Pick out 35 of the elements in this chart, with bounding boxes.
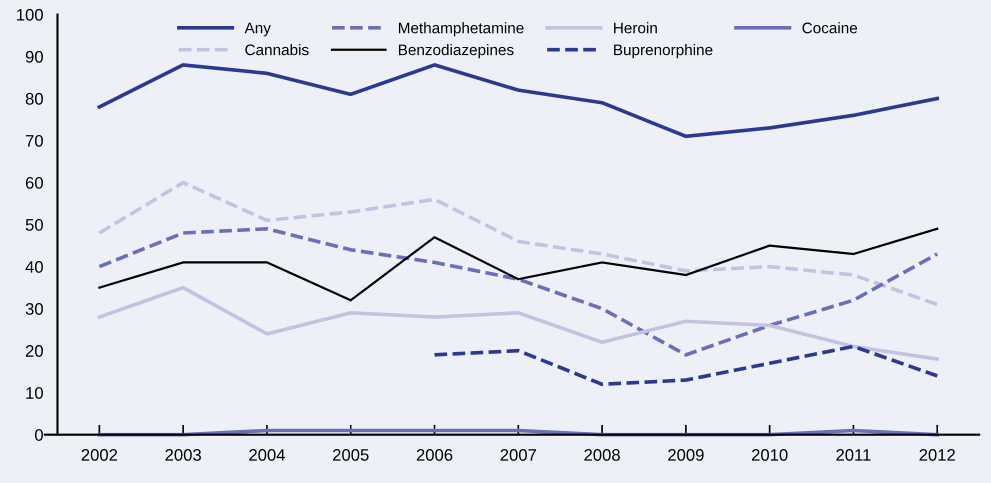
x-tick-label: 2010 bbox=[752, 449, 788, 461]
x-tick-label: 2006 bbox=[416, 449, 452, 461]
x-tick-label: 2009 bbox=[668, 449, 704, 461]
x-tick-label: 2003 bbox=[165, 449, 201, 461]
y-tick-label: 90 bbox=[26, 50, 43, 63]
legend-label: Any bbox=[244, 22, 271, 36]
y-tick-label: 20 bbox=[26, 345, 43, 357]
x-tick-label: 2012 bbox=[920, 449, 955, 461]
y-tick-label: 50 bbox=[26, 218, 43, 231]
line-series bbox=[98, 286, 940, 361]
x-tick-label: 2005 bbox=[333, 449, 369, 461]
line-series bbox=[98, 180, 940, 306]
y-tick-label: 40 bbox=[25, 261, 43, 273]
legend-label: Cannabis bbox=[245, 44, 309, 56]
x-tick-label: 2002 bbox=[82, 449, 118, 461]
y-tick-label: 10 bbox=[26, 387, 43, 399]
legend-label: Cocaine bbox=[802, 22, 858, 34]
y-tick-label: 100 bbox=[17, 8, 43, 21]
line-series bbox=[98, 226, 940, 357]
y-tick-label: 80 bbox=[26, 92, 43, 105]
line-series bbox=[432, 344, 940, 386]
y-tick-label: 60 bbox=[26, 176, 43, 189]
x-tick-label: 2008 bbox=[584, 449, 620, 461]
line-series bbox=[98, 63, 940, 138]
x-tick-label: 2011 bbox=[836, 449, 871, 461]
legend-label: Heroin bbox=[614, 22, 657, 34]
x-tick-label: 2007 bbox=[500, 449, 536, 461]
y-tick-label: 0 bbox=[34, 429, 43, 441]
y-tick-label: 70 bbox=[26, 134, 43, 147]
legend-label: Methamphetamine bbox=[398, 22, 524, 36]
line-series bbox=[98, 228, 938, 302]
legend-label: Buprenorphine bbox=[614, 44, 712, 58]
y-tick-label: 30 bbox=[26, 303, 43, 315]
legend-label: Benzodiazepines bbox=[398, 44, 514, 58]
x-tick-label: 2004 bbox=[249, 449, 285, 461]
